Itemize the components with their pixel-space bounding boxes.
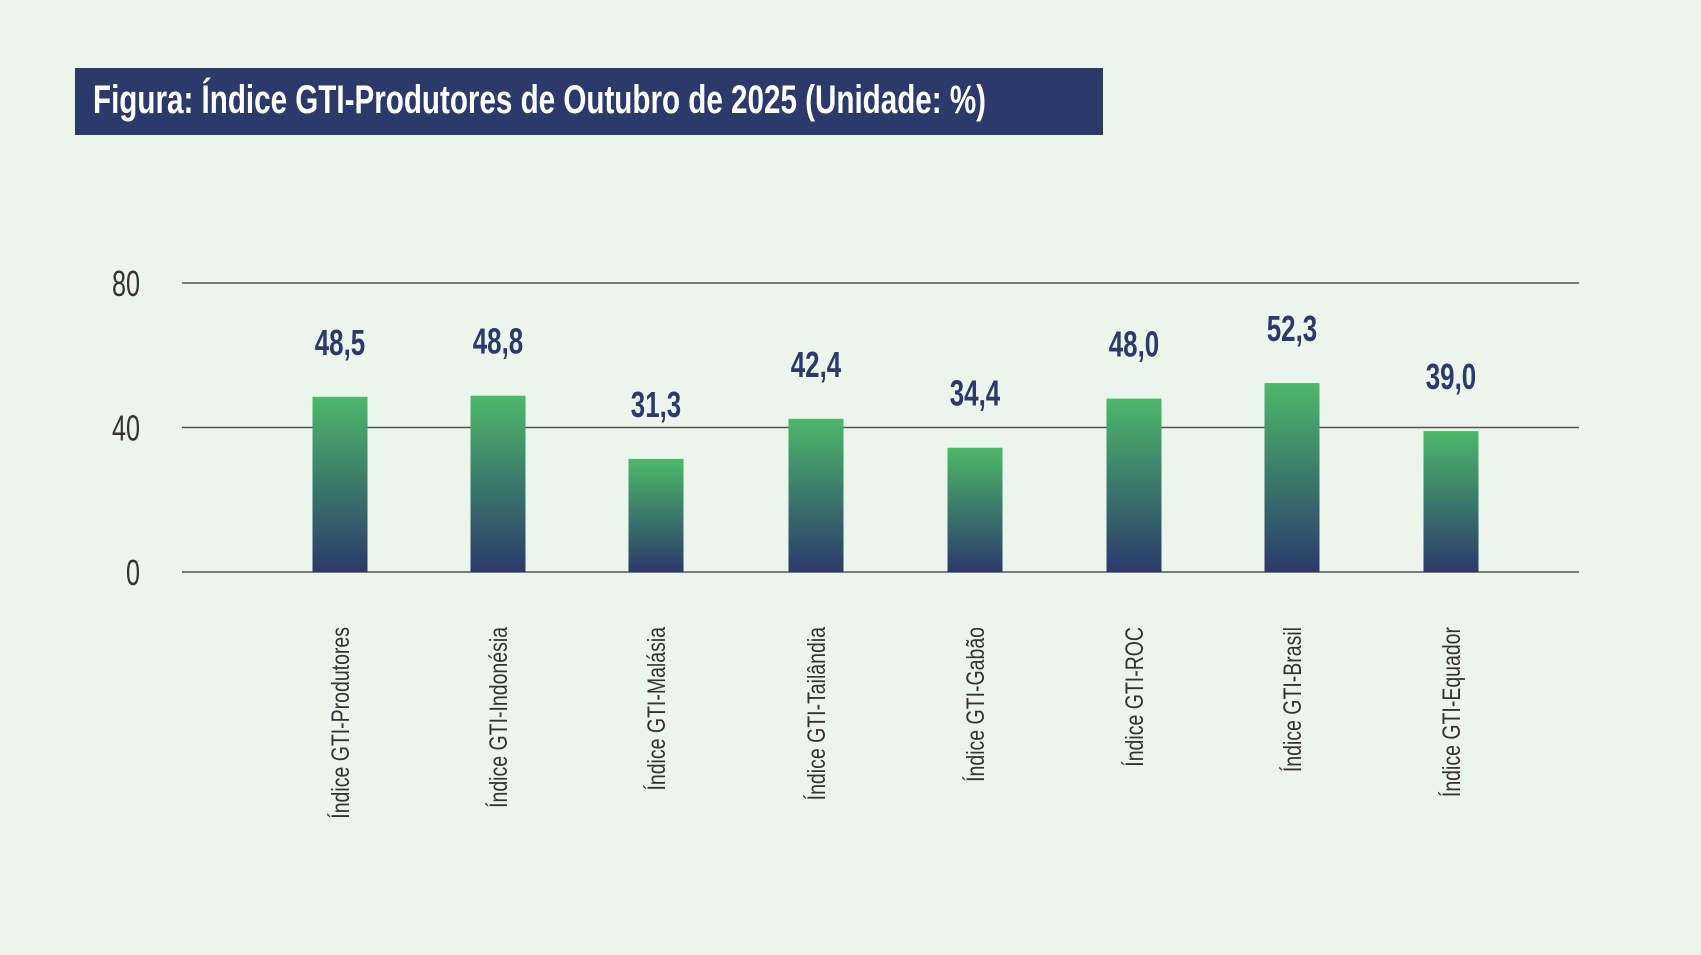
x-tick-label: Índice GTI-Tailândia [803,627,831,801]
bar [1423,431,1479,572]
data-label: 48,5 [315,323,365,363]
bar [1264,383,1320,572]
x-tick-label: Índice GTI-Indonésia [485,627,513,808]
x-tick-label: Índice GTI-ROC [1121,627,1149,767]
x-tick-label: Índice GTI-Gabão [962,627,990,782]
y-tick-label: 40 [112,408,140,449]
chart-title-box: Figura: Índice GTI-Produtores de Outubro… [75,68,1103,135]
x-tick-label: Índice GTI-Produtores [327,627,355,819]
data-label: 52,3 [1267,309,1317,349]
bar [1106,398,1162,572]
chart-title: Figura: Índice GTI-Produtores de Outubro… [93,78,987,122]
x-tick-label: Índice GTI-Brasil [1279,627,1307,772]
data-label: 34,4 [950,374,1001,414]
y-tick-label: 0 [126,553,140,594]
bar [312,396,368,572]
data-label: 31,3 [631,385,681,425]
bar [788,418,844,572]
data-label: 48,8 [473,322,523,362]
data-label: 39,0 [1426,357,1476,397]
data-label: 42,4 [791,345,842,385]
bar [628,458,684,572]
y-tick-label: 80 [112,264,140,305]
x-tick-label: Índice GTI-Malásia [643,627,671,791]
data-label: 48,0 [1109,324,1159,364]
bar [470,395,526,572]
x-tick-label: Índice GTI-Equador [1438,627,1466,798]
bar [947,447,1003,572]
